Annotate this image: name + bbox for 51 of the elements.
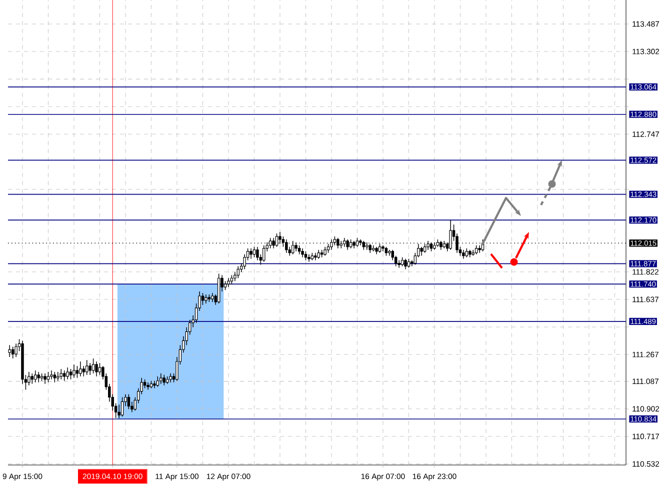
candlestick xyxy=(98,362,102,376)
candlestick xyxy=(336,238,340,249)
candlestick xyxy=(162,374,166,386)
candlestick xyxy=(472,249,474,256)
candlestick xyxy=(346,239,349,250)
candlestick xyxy=(146,382,150,390)
candlestick xyxy=(30,373,34,384)
candlestick xyxy=(388,249,391,256)
candlestick xyxy=(160,373,162,384)
candlestick xyxy=(398,260,400,268)
candlestick xyxy=(250,248,252,260)
candlestick xyxy=(34,370,37,383)
candlestick xyxy=(153,380,156,389)
candlestick xyxy=(127,394,130,410)
candlestick xyxy=(11,346,14,359)
candlestick xyxy=(28,372,30,386)
candlestick xyxy=(252,246,256,258)
candlestick xyxy=(88,362,92,376)
candlestick xyxy=(72,364,76,378)
candlestick xyxy=(60,368,62,380)
candlestick xyxy=(118,404,120,418)
candlestick xyxy=(79,361,82,377)
candlestick xyxy=(292,240,294,255)
candlestick xyxy=(156,376,160,388)
candlestick xyxy=(46,372,50,383)
candlestick xyxy=(92,358,95,374)
candlestick xyxy=(404,258,407,270)
candlestick xyxy=(8,344,11,358)
candlestick xyxy=(76,366,79,378)
candlestick xyxy=(37,372,40,383)
candlestick xyxy=(201,292,204,306)
candlestick xyxy=(314,252,317,261)
candlestick xyxy=(382,245,384,252)
candlestick xyxy=(66,367,69,380)
candlestick xyxy=(217,273,220,304)
candlestick xyxy=(56,372,60,382)
candlestick xyxy=(82,366,86,377)
candlestick xyxy=(236,266,240,278)
candlestick xyxy=(478,245,481,254)
candlestick xyxy=(50,370,53,380)
candlestick xyxy=(95,361,98,377)
candlestick xyxy=(14,343,18,358)
candlestick xyxy=(256,246,259,261)
candlestick xyxy=(62,370,66,382)
candlestick xyxy=(262,245,266,262)
candlestick xyxy=(308,254,310,262)
candlestick xyxy=(53,372,56,383)
candlestick xyxy=(69,368,72,380)
candlestick xyxy=(120,396,124,417)
candlestick xyxy=(86,360,88,376)
candlestick xyxy=(44,373,46,384)
